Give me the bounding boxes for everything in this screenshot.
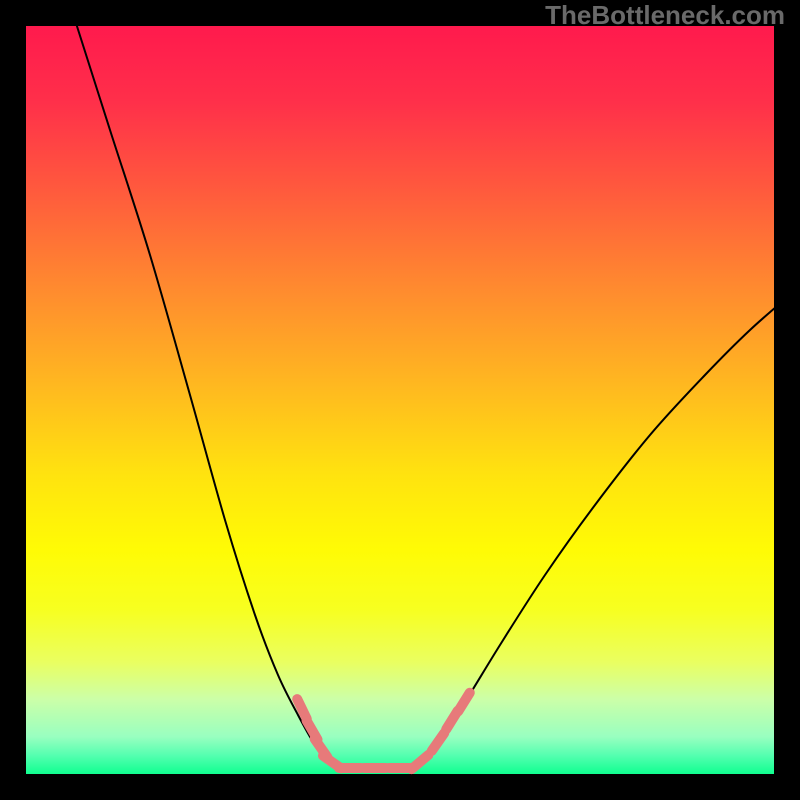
- bottleneck-chart: [0, 0, 800, 800]
- gradient-plot-area: [26, 26, 774, 774]
- chart-container: TheBottleneck.com: [0, 0, 800, 800]
- watermark-text: TheBottleneck.com: [545, 0, 785, 31]
